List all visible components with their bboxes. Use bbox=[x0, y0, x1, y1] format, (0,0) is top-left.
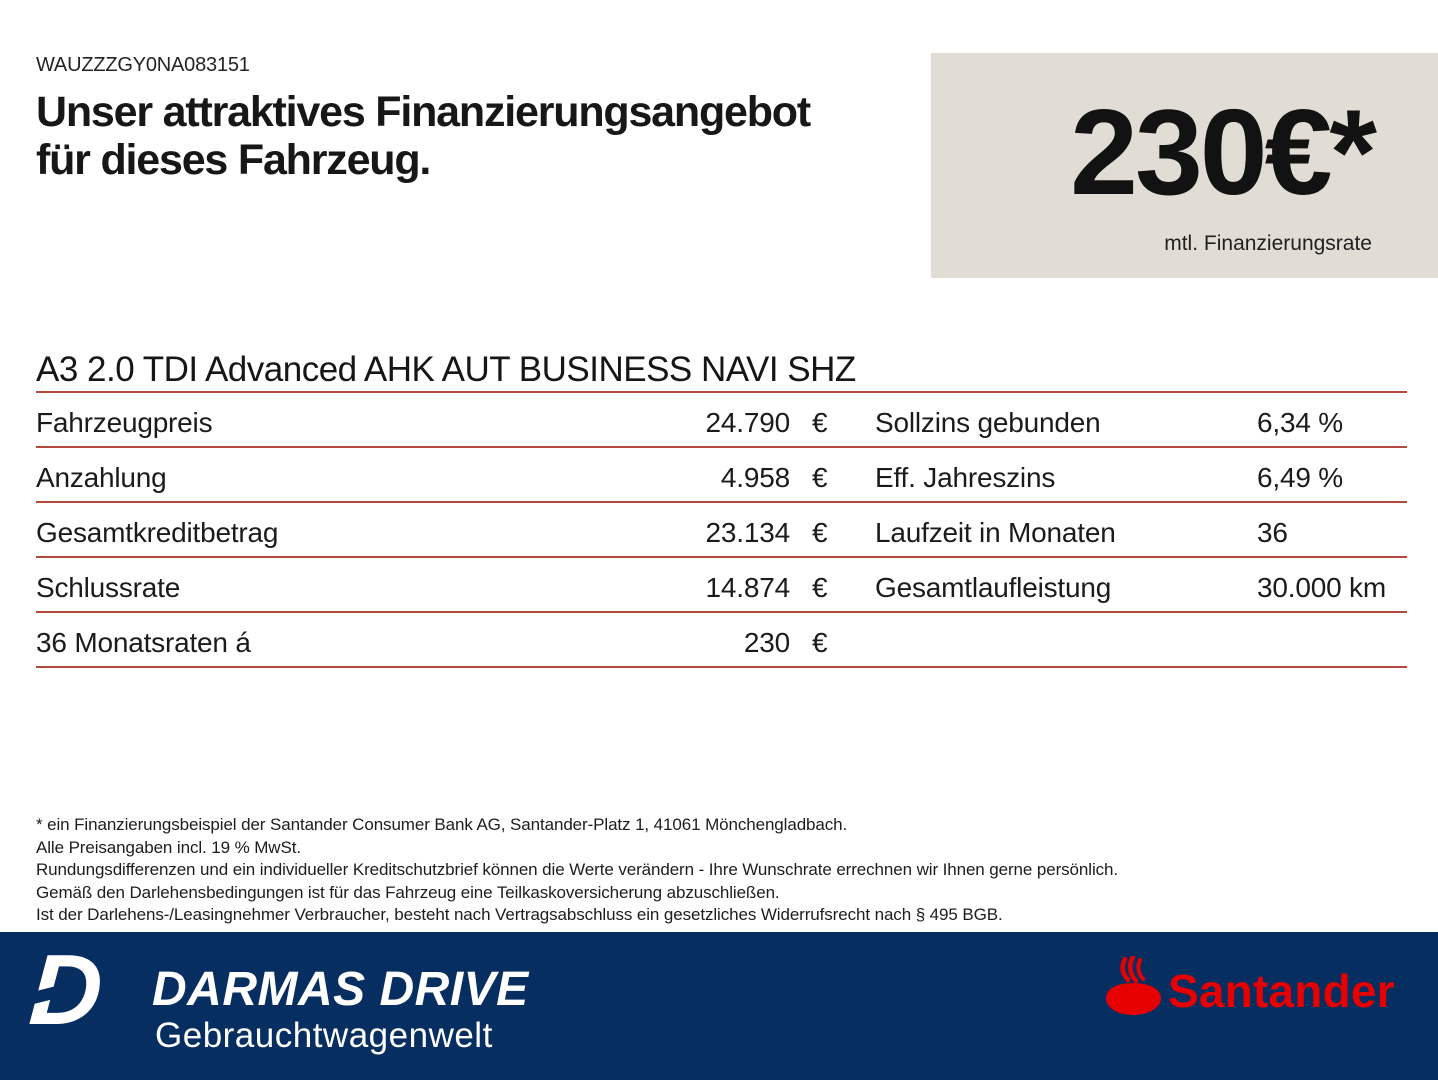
row-value-right: 6,49 % bbox=[1257, 462, 1343, 493]
row-value-left: 230 bbox=[743, 627, 790, 658]
row-label-left: Fahrzeugpreis bbox=[36, 407, 213, 438]
dealer-name: DARMAS DRIVE bbox=[152, 963, 529, 1016]
santander-logo: Santander bbox=[1104, 956, 1410, 1020]
row-unit-left: € bbox=[812, 517, 828, 548]
headline-line-2: für dieses Fahrzeug. bbox=[36, 136, 431, 184]
row-unit-left: € bbox=[812, 627, 828, 658]
table-row: Anzahlung 4.958 € Eff. Jahreszins 6,49 % bbox=[36, 448, 1407, 503]
row-unit-left: € bbox=[812, 572, 828, 603]
dealer-subtitle: Gebrauchtwagenwelt bbox=[155, 1016, 493, 1055]
row-value-left: 23.134 bbox=[705, 517, 791, 548]
disclaimer-text: * ein Finanzierungsbeispiel der Santande… bbox=[36, 814, 1118, 927]
headline-line-1: Unser attraktives Finanzierungsangebot bbox=[36, 88, 811, 136]
row-label-right: Laufzeit in Monaten bbox=[875, 517, 1116, 548]
table-row: Gesamtkreditbetrag 23.134 € Laufzeit in … bbox=[36, 503, 1407, 558]
row-label-left: Gesamtkreditbetrag bbox=[36, 517, 279, 548]
monthly-rate-box: 230€* mtl. Finanzierungsrate bbox=[931, 53, 1438, 278]
row-value-right: 36 bbox=[1257, 517, 1288, 548]
santander-flame-icon bbox=[1106, 956, 1161, 1015]
row-label-left: Anzahlung bbox=[36, 462, 167, 493]
disclaimer-line: Gemäß den Darlehensbedingungen ist für d… bbox=[36, 882, 780, 902]
vehicle-title: A3 2.0 TDI Advanced AHK AUT BUSINESS NAV… bbox=[36, 350, 856, 389]
financing-table: Fahrzeugpreis 24.790 € Sollzins gebunden… bbox=[36, 391, 1407, 668]
page-title: Unser attraktives Finanzierungsangebot f… bbox=[36, 88, 811, 184]
santander-wordmark: Santander bbox=[1168, 965, 1395, 1017]
row-unit-left: € bbox=[812, 462, 828, 493]
disclaimer-line: Ist der Darlehens-/Leasingnehmer Verbrau… bbox=[36, 905, 1003, 924]
table-row: Schlussrate 14.874 € Gesamtlaufleistung … bbox=[36, 558, 1407, 613]
table-row: 36 Monatsraten á 230 € bbox=[36, 613, 1407, 668]
disclaimer-line: * ein Finanzierungsbeispiel der Santande… bbox=[36, 815, 848, 834]
row-label-left: 36 Monatsraten á bbox=[36, 627, 251, 658]
footer-bar: D DARMAS DRIVE Gebrauchtwagenwelt Santan… bbox=[0, 932, 1438, 1080]
table-row: Fahrzeugpreis 24.790 € Sollzins gebunden… bbox=[36, 393, 1407, 448]
row-value-right: 30.000 km bbox=[1257, 572, 1386, 603]
monthly-rate-caption: mtl. Finanzierungsrate bbox=[1164, 232, 1372, 255]
vehicle-vin: WAUZZZGY0NA083151 bbox=[36, 54, 250, 76]
row-label-right: Eff. Jahreszins bbox=[875, 462, 1056, 493]
row-label-left: Schlussrate bbox=[36, 572, 181, 603]
row-label-right: Sollzins gebunden bbox=[875, 407, 1101, 438]
disclaimer-line: Alle Preisangaben incl. 19 % MwSt. bbox=[36, 837, 301, 857]
monthly-rate-amount: 230€* bbox=[1070, 84, 1377, 220]
row-value-left: 14.874 bbox=[705, 572, 791, 603]
row-value-left: 24.790 bbox=[705, 407, 791, 438]
row-label-right: Gesamtlaufleistung bbox=[875, 572, 1112, 603]
row-value-left: 4.958 bbox=[720, 462, 790, 493]
darmas-d-logo-icon: D bbox=[19, 930, 148, 1078]
row-value-right: 6,34 % bbox=[1257, 407, 1343, 438]
disclaimer-line: Rundungsdifferenzen und ein individuelle… bbox=[36, 860, 1119, 879]
row-unit-left: € bbox=[812, 407, 828, 438]
